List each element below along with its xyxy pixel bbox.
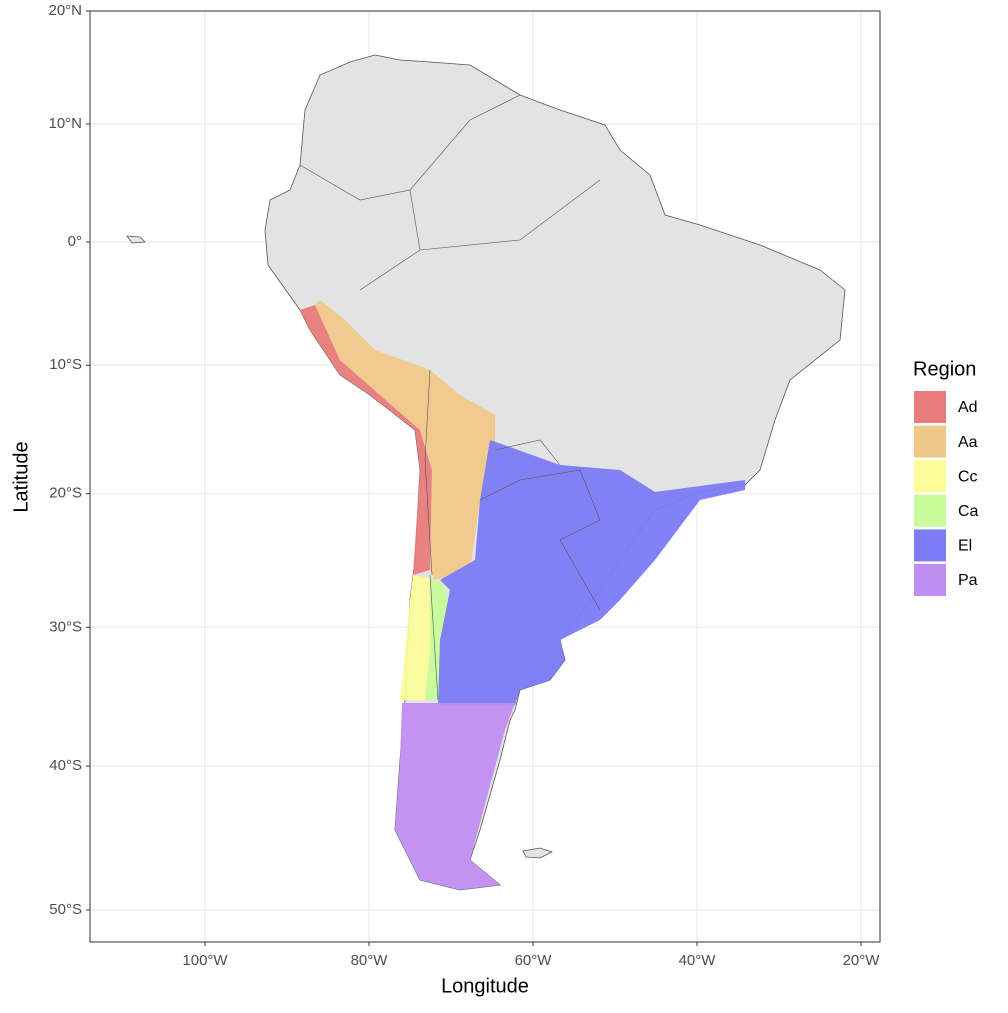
legend-key	[914, 425, 946, 458]
y-tick-label: 10°N	[48, 115, 82, 132]
regions	[300, 300, 745, 890]
y-tick-label: 10°S	[49, 356, 82, 373]
panel-border	[89, 10, 881, 943]
legend: Ad Aa Cc Ca El Pa	[914, 391, 979, 596]
y-tick-label: 20°N	[48, 2, 82, 19]
legend-label: El	[958, 538, 972, 555]
x-tick-label: 60°W	[515, 952, 553, 969]
region-ad	[300, 305, 432, 575]
region-pa	[395, 703, 515, 890]
x-tick-label: 40°W	[679, 952, 717, 969]
legend-key	[914, 391, 946, 423]
falklands	[522, 847, 554, 859]
y-axis-title: Latitude	[10, 441, 32, 512]
legend-label: Aa	[958, 434, 978, 451]
legend-label: Pa	[958, 572, 978, 589]
y-tick-label: 40°S	[49, 757, 82, 774]
legend-label: Cc	[958, 468, 978, 485]
legend-title: Region	[913, 358, 976, 380]
legend-label: Ca	[958, 503, 979, 520]
x-tick-label: 100°W	[182, 952, 228, 969]
legend-key	[914, 460, 946, 493]
region-el	[438, 440, 745, 705]
galapagos	[126, 235, 146, 244]
x-tick-label: 20°W	[843, 952, 881, 969]
axes: 20°N 10°N 0° 10°S 20°S 30°S 40°S 50°S 100°W 80°W 6…	[48, 2, 880, 969]
x-tick-label: 80°W	[351, 952, 389, 969]
y-tick-label: 30°S	[49, 618, 82, 635]
legend-key	[914, 529, 946, 562]
region-aa	[315, 300, 495, 580]
region-cc	[400, 575, 432, 700]
legend-key	[914, 564, 946, 596]
y-tick-label: 0°	[68, 233, 82, 250]
y-tick-label: 20°S	[49, 485, 82, 502]
legend-key	[914, 494, 946, 527]
y-tick-label: 50°S	[49, 901, 82, 918]
x-axis-title: Longitude	[441, 975, 529, 997]
legend-label: Ad	[958, 399, 978, 416]
country-borders	[299, 94, 601, 701]
